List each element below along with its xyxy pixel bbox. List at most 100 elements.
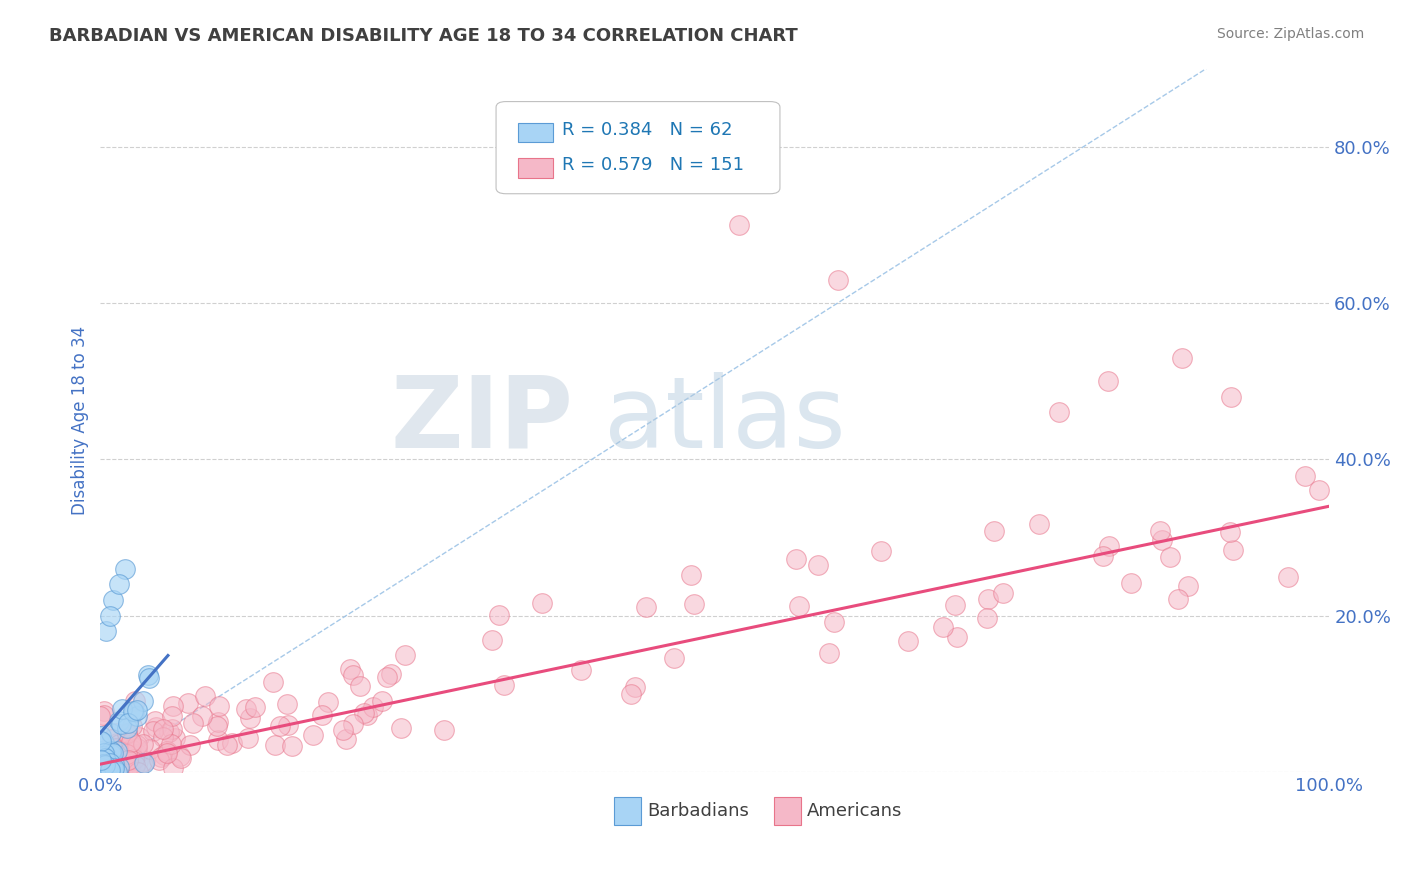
Point [98, 756, 121, 770]
Point [101, 746, 124, 760]
Point [157, 724, 180, 739]
Point [977, 591, 1000, 606]
Point [1167, 591, 1189, 606]
Point [243, 699, 266, 714]
Point [162, 761, 184, 775]
Point [1121, 576, 1143, 591]
Point [90, 734, 112, 748]
Point [897, 633, 920, 648]
Point [277, 717, 299, 731]
Point [156, 746, 179, 760]
Point [121, 735, 143, 749]
Point [179, 738, 201, 752]
Point [122, 706, 145, 720]
Point [264, 738, 287, 752]
Point [152, 730, 174, 744]
Point [101, 762, 124, 776]
Point [943, 598, 966, 612]
Point [380, 667, 402, 681]
Point [127, 754, 149, 768]
Point [107, 577, 129, 591]
Point [124, 694, 146, 708]
Point [97, 756, 120, 771]
Point [96, 624, 118, 639]
Point [93, 752, 115, 766]
Point [207, 733, 229, 747]
Point [976, 611, 998, 625]
Point [89, 709, 111, 723]
Point [235, 702, 257, 716]
Point [90, 764, 112, 779]
Point [143, 714, 166, 728]
Point [1028, 517, 1050, 532]
Point [111, 753, 134, 767]
Point [90, 749, 112, 764]
Point [117, 748, 139, 763]
Point [134, 754, 156, 768]
Point [90, 757, 112, 772]
Point [132, 737, 155, 751]
Point [152, 722, 174, 736]
Point [181, 715, 204, 730]
Point [94, 762, 117, 776]
Point [1219, 390, 1241, 404]
Text: R = 0.384   N = 62: R = 0.384 N = 62 [562, 120, 733, 139]
Point [191, 708, 214, 723]
Point [117, 759, 139, 773]
Point [332, 723, 354, 737]
Point [869, 544, 891, 558]
Point [93, 749, 115, 764]
Point [162, 709, 184, 723]
Point [1222, 543, 1244, 558]
Point [125, 740, 148, 755]
Point [93, 757, 115, 772]
Point [1097, 374, 1119, 388]
Point [302, 727, 325, 741]
Point [96, 762, 118, 776]
Point [389, 721, 412, 735]
Point [131, 694, 153, 708]
Point [93, 751, 115, 765]
Point [120, 738, 142, 752]
Point [105, 741, 128, 756]
Point [100, 747, 122, 761]
Point [156, 744, 179, 758]
Point [342, 667, 364, 681]
Point [239, 711, 262, 725]
Text: Americans: Americans [807, 802, 903, 820]
Point [177, 696, 200, 710]
Point [1149, 524, 1171, 538]
Point [623, 680, 645, 694]
Point [115, 727, 138, 741]
Text: Barbadians: Barbadians [647, 802, 749, 820]
Point [1277, 570, 1299, 584]
Point [433, 723, 456, 737]
Point [94, 764, 117, 779]
FancyBboxPatch shape [519, 123, 553, 143]
Point [335, 731, 357, 746]
Point [634, 600, 657, 615]
Point [236, 731, 259, 745]
Point [98, 608, 121, 623]
Point [150, 750, 173, 764]
Point [169, 749, 191, 764]
Point [728, 218, 751, 232]
Point [207, 715, 229, 730]
Point [91, 757, 114, 772]
Point [100, 744, 122, 758]
Point [163, 731, 186, 745]
Point [103, 751, 125, 765]
Point [125, 738, 148, 752]
Text: atlas: atlas [605, 372, 846, 468]
Point [207, 699, 229, 714]
Point [90, 761, 112, 775]
Point [193, 689, 215, 703]
Point [128, 730, 150, 744]
Point [217, 738, 239, 752]
Point [90, 759, 112, 773]
Point [90, 729, 112, 743]
Point [105, 736, 128, 750]
Point [787, 599, 810, 613]
Point [205, 718, 228, 732]
Text: ZIP: ZIP [391, 372, 574, 468]
